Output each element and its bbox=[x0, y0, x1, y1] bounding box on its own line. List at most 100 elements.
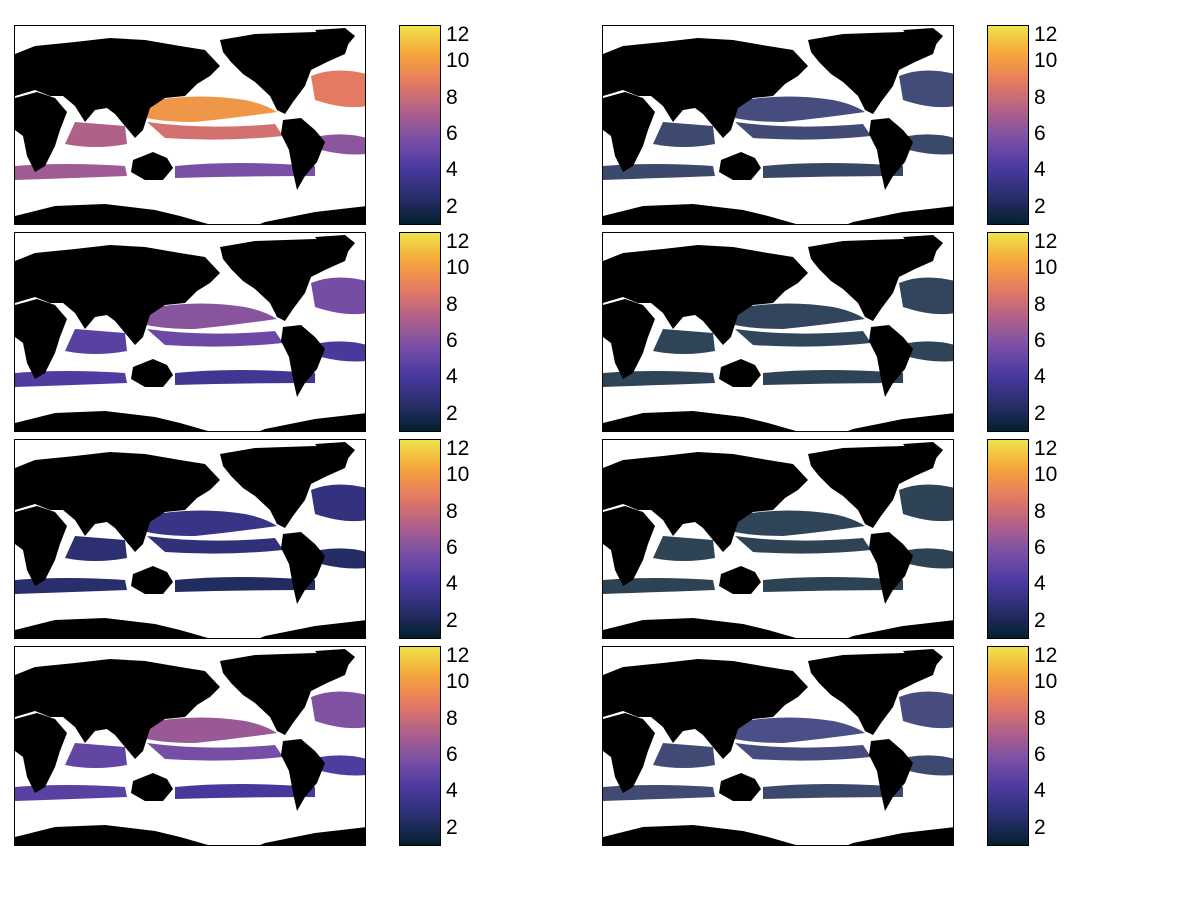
land-mask-2 bbox=[719, 566, 761, 594]
value-region-2 bbox=[653, 536, 715, 561]
colorbar-tick-label: 6 bbox=[446, 122, 458, 146]
land-mask-7 bbox=[848, 206, 953, 224]
value-region-0 bbox=[145, 303, 277, 329]
colorbar-tick-label: 10 bbox=[1034, 49, 1058, 73]
value-region-2 bbox=[65, 536, 127, 561]
value-region-6 bbox=[320, 755, 365, 776]
land-mask-1 bbox=[15, 713, 67, 793]
colorbar-r3c1 bbox=[399, 439, 441, 639]
land-mask-3 bbox=[220, 653, 351, 735]
land-mask-4 bbox=[903, 442, 943, 462]
value-region-6 bbox=[908, 341, 953, 362]
value-region-6 bbox=[908, 134, 953, 155]
colorbar-tick-label: 8 bbox=[1034, 706, 1046, 730]
colorbar-tick-label: 8 bbox=[446, 85, 458, 109]
value-region-4 bbox=[763, 163, 903, 178]
land-mask-5 bbox=[869, 532, 913, 604]
colorbar-tick-label: 4 bbox=[1034, 158, 1046, 182]
value-region-3 bbox=[603, 164, 715, 180]
map-panel-r4c2 bbox=[602, 646, 954, 846]
map-svg-r3c2 bbox=[603, 440, 953, 638]
colorbar-r1c1 bbox=[399, 25, 441, 225]
colorbar-tick-label: 8 bbox=[1034, 85, 1046, 109]
value-region-1 bbox=[147, 329, 283, 347]
land-mask-5 bbox=[869, 325, 913, 397]
value-region-6 bbox=[908, 548, 953, 569]
land-mask-0 bbox=[603, 38, 808, 138]
colorbar-tick-label: 12 bbox=[1034, 437, 1058, 460]
map-panel-r1c2 bbox=[602, 25, 954, 225]
value-region-4 bbox=[175, 577, 315, 592]
colorbar-tick-label: 12 bbox=[1034, 644, 1058, 667]
land-mask-3 bbox=[220, 446, 351, 528]
colorbar-tick-label: 6 bbox=[1034, 536, 1046, 560]
land-mask-7 bbox=[848, 413, 953, 431]
value-region-5 bbox=[311, 691, 365, 729]
colorbar-r2c2 bbox=[987, 232, 1029, 432]
land-mask-5 bbox=[869, 118, 913, 190]
colorbar-tick-label: 4 bbox=[446, 365, 458, 389]
value-region-2 bbox=[65, 329, 127, 354]
land-mask-0 bbox=[15, 659, 220, 759]
map-panel-r2c1 bbox=[14, 232, 366, 432]
land-mask-5 bbox=[869, 739, 913, 811]
colorbar-tick-label: 6 bbox=[1034, 329, 1046, 353]
land-mask-6 bbox=[603, 825, 796, 845]
colorbar-tick-label: 6 bbox=[446, 329, 458, 353]
land-mask-4 bbox=[315, 28, 355, 48]
land-mask-6 bbox=[603, 204, 796, 224]
value-region-1 bbox=[147, 536, 283, 554]
value-region-6 bbox=[320, 341, 365, 362]
land-mask-2 bbox=[131, 773, 173, 801]
colorbar-tick-label: 8 bbox=[446, 706, 458, 730]
value-region-0 bbox=[733, 510, 865, 536]
map-svg-r4c2 bbox=[603, 647, 953, 845]
land-mask-6 bbox=[15, 618, 208, 638]
value-region-2 bbox=[65, 743, 127, 768]
value-region-1 bbox=[735, 122, 871, 140]
land-mask-1 bbox=[603, 506, 655, 586]
land-mask-2 bbox=[719, 773, 761, 801]
map-svg-r3c1 bbox=[15, 440, 365, 638]
colorbar-tick-label: 10 bbox=[446, 49, 470, 73]
colorbar-ticks-r1c1: 12 10 8 6 4 2 bbox=[446, 24, 506, 225]
land-mask-1 bbox=[15, 92, 67, 172]
land-mask-4 bbox=[315, 649, 355, 669]
colorbar-tick-label: 6 bbox=[1034, 122, 1046, 146]
colorbar-tick-label: 2 bbox=[446, 815, 458, 839]
value-region-0 bbox=[733, 303, 865, 329]
map-panel-r4c1 bbox=[14, 646, 366, 846]
map-panel-r3c1 bbox=[14, 439, 366, 639]
land-mask-5 bbox=[281, 325, 325, 397]
land-mask-4 bbox=[315, 235, 355, 255]
colorbar-tick-label: 6 bbox=[446, 536, 458, 560]
value-region-0 bbox=[733, 717, 865, 743]
value-region-0 bbox=[145, 510, 277, 536]
colorbar-tick-label: 10 bbox=[446, 463, 470, 487]
land-mask-0 bbox=[603, 245, 808, 345]
land-mask-1 bbox=[603, 713, 655, 793]
value-region-4 bbox=[763, 784, 903, 799]
map-svg-r4c1 bbox=[15, 647, 365, 845]
land-mask-4 bbox=[903, 235, 943, 255]
land-mask-2 bbox=[131, 566, 173, 594]
colorbar-tick-label: 2 bbox=[1034, 194, 1046, 218]
value-region-4 bbox=[763, 577, 903, 592]
land-mask-0 bbox=[15, 452, 220, 552]
land-mask-3 bbox=[808, 32, 939, 114]
value-region-5 bbox=[899, 691, 953, 729]
value-region-3 bbox=[603, 785, 715, 801]
land-mask-0 bbox=[603, 452, 808, 552]
land-mask-7 bbox=[848, 620, 953, 638]
value-region-2 bbox=[653, 743, 715, 768]
colorbar-ticks-r4c1: 12 10 8 6 4 2 bbox=[446, 645, 506, 846]
map-panel-r3c2 bbox=[602, 439, 954, 639]
value-region-3 bbox=[603, 371, 715, 387]
colorbar-tick-label: 6 bbox=[446, 743, 458, 767]
value-region-2 bbox=[653, 122, 715, 147]
land-mask-5 bbox=[281, 739, 325, 811]
colorbar-tick-label: 2 bbox=[446, 194, 458, 218]
land-mask-0 bbox=[15, 245, 220, 345]
value-region-2 bbox=[65, 122, 127, 147]
land-mask-5 bbox=[281, 532, 325, 604]
